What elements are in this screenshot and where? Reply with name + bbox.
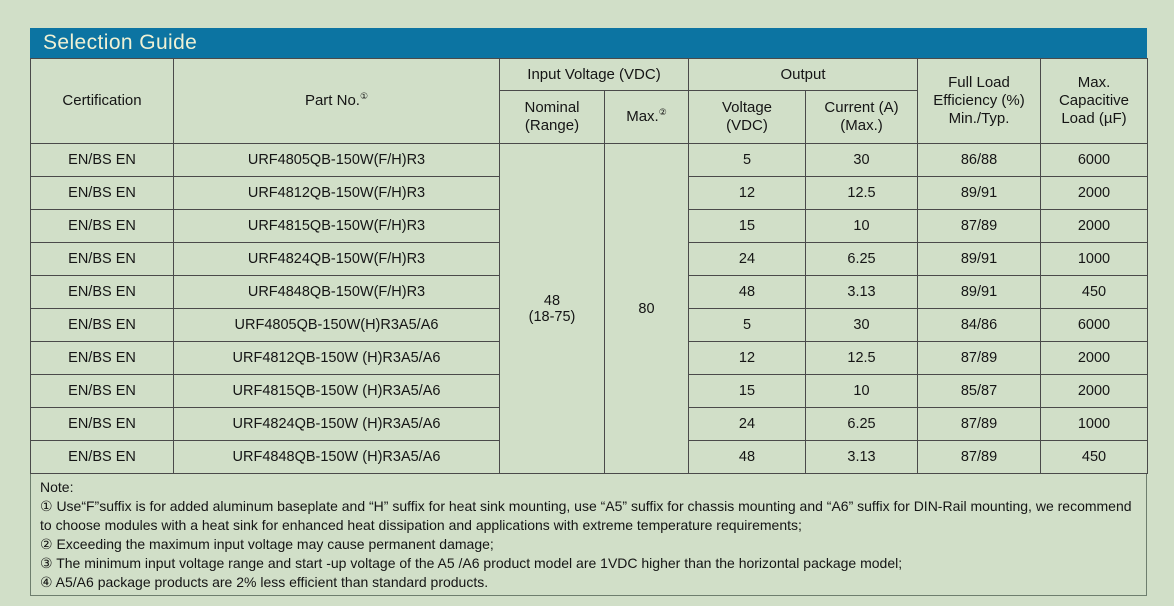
cell-cap-load: 2000 — [1040, 176, 1148, 210]
footnote-marker-1: ① — [359, 91, 369, 101]
cell-output-current: 6.25 — [805, 407, 918, 441]
cell-output-current: 30 — [805, 143, 918, 177]
cell-efficiency: 89/91 — [917, 242, 1041, 276]
cell-output-current: 12.5 — [805, 341, 918, 375]
cell-efficiency: 87/89 — [917, 341, 1041, 375]
cell-cap-load: 450 — [1040, 275, 1148, 309]
cell-part-no: URF4848QB-150W (H)R3A5/A6 — [173, 440, 500, 474]
cell-output-voltage: 15 — [688, 209, 806, 243]
note-item-3: ③ The minimum input voltage range and st… — [40, 555, 903, 571]
cell-certification: EN/BS EN — [30, 176, 174, 210]
header-cell-input-voltage: Input Voltage (VDC) — [499, 58, 689, 91]
cell-output-current: 6.25 — [805, 242, 918, 276]
cell-certification: EN/BS EN — [30, 143, 174, 177]
cell-output-voltage: 12 — [688, 341, 806, 375]
header-row-2: Nominal (Range) Max.② Voltage (VDC) Curr… — [31, 90, 1148, 144]
table-row: EN/BS EN URF4805QB-150W(H)R3A5/A6 5 30 8… — [30, 308, 1148, 342]
cell-certification: EN/BS EN — [30, 440, 174, 474]
selection-guide-table: Certification Part No.① Input Voltage (V… — [30, 58, 1148, 474]
cell-cap-load: 1000 — [1040, 242, 1148, 276]
cell-cap-load: 1000 — [1040, 407, 1148, 441]
cell-output-current: 10 — [805, 209, 918, 243]
cell-output-voltage: 5 — [688, 308, 806, 342]
cell-output-current: 30 — [805, 308, 918, 342]
cell-certification: EN/BS EN — [30, 275, 174, 309]
cell-cap-load: 6000 — [1040, 308, 1148, 342]
header-cell-nominal-range: Nominal (Range) — [499, 90, 605, 144]
header-cell-cap-load: Max. Capacitive Load (µF) — [1040, 58, 1148, 144]
note-item-4: ④ A5/A6 package products are 2% less eff… — [40, 574, 489, 590]
cell-output-voltage: 48 — [688, 440, 806, 474]
cell-cap-load: 2000 — [1040, 209, 1148, 243]
input-max-label: Max. — [626, 108, 659, 125]
cell-output-voltage: 24 — [688, 407, 806, 441]
header-cell-efficiency: Full Load Efficiency (%) Min./Typ. — [917, 58, 1041, 144]
table-row: EN/BS EN URF4848QB-150W(F/H)R3 48 3.13 8… — [30, 275, 1148, 309]
cell-part-no: URF4805QB-150W(H)R3A5/A6 — [173, 308, 500, 342]
cell-output-voltage: 24 — [688, 242, 806, 276]
selection-guide-panel: Selection Guide Certification Part No.① … — [30, 28, 1148, 597]
cell-certification: EN/BS EN — [30, 308, 174, 342]
footnote-marker-2: ② — [658, 107, 667, 117]
part-no-label: Part No. — [304, 92, 360, 109]
cell-efficiency: 85/87 — [917, 374, 1041, 408]
header-cell-input-max: Max.② — [604, 90, 689, 144]
cell-output-voltage: 12 — [688, 176, 806, 210]
cell-part-no: URF4812QB-150W(F/H)R3 — [173, 176, 500, 210]
header-cell-output-voltage: Voltage (VDC) — [688, 90, 806, 144]
table-row: EN/BS EN URF4848QB-150W (H)R3A5/A6 48 3.… — [30, 440, 1148, 474]
note-item-2: ② Exceeding the maximum input voltage ma… — [40, 536, 494, 552]
cell-certification: EN/BS EN — [30, 374, 174, 408]
cell-efficiency: 89/91 — [917, 275, 1041, 309]
cell-part-no: URF4815QB-150W(F/H)R3 — [173, 209, 500, 243]
cell-efficiency: 87/89 — [917, 440, 1041, 474]
cell-cap-load: 2000 — [1040, 374, 1148, 408]
notes-label: Note: — [40, 479, 74, 495]
cell-efficiency: 87/89 — [917, 209, 1041, 243]
cell-cap-load: 450 — [1040, 440, 1148, 474]
cell-output-voltage: 48 — [688, 275, 806, 309]
table-row: EN/BS EN URF4815QB-150W (H)R3A5/A6 15 10… — [30, 374, 1148, 408]
cell-efficiency: 84/86 — [917, 308, 1041, 342]
section-title: Selection Guide — [43, 31, 198, 54]
cell-output-voltage: 15 — [688, 374, 806, 408]
cell-certification: EN/BS EN — [30, 341, 174, 375]
table-row: EN/BS EN URF4824QB-150W (H)R3A5/A6 24 6.… — [30, 407, 1148, 441]
cell-cap-load: 6000 — [1040, 143, 1148, 177]
cell-input-nominal-range: 48 (18-75) — [499, 143, 605, 474]
section-title-bar: Selection Guide — [30, 28, 1147, 58]
cell-part-no: URF4815QB-150W (H)R3A5/A6 — [173, 374, 500, 408]
cell-output-current: 12.5 — [805, 176, 918, 210]
cell-part-no: URF4812QB-150W (H)R3A5/A6 — [173, 341, 500, 375]
cell-certification: EN/BS EN — [30, 407, 174, 441]
cell-input-max: 80 — [604, 143, 689, 474]
header-cell-certification: Certification — [30, 58, 174, 144]
cell-efficiency: 89/91 — [917, 176, 1041, 210]
table-row: EN/BS EN URF4815QB-150W(F/H)R3 15 10 87/… — [30, 209, 1148, 243]
cell-part-no: URF4848QB-150W(F/H)R3 — [173, 275, 500, 309]
notes-section: Note: ① Use“F”suffix is for added alumin… — [30, 474, 1147, 596]
note-item-1: ① Use“F”suffix is for added aluminum bas… — [40, 498, 1132, 533]
cell-part-no: URF4824QB-150W (H)R3A5/A6 — [173, 407, 500, 441]
cell-part-no: URF4805QB-150W(F/H)R3 — [173, 143, 500, 177]
cell-output-current: 10 — [805, 374, 918, 408]
cell-output-current: 3.13 — [805, 440, 918, 474]
cell-part-no: URF4824QB-150W(F/H)R3 — [173, 242, 500, 276]
header-row-1: Certification Part No.① Input Voltage (V… — [30, 58, 1148, 144]
cell-output-current: 3.13 — [805, 275, 918, 309]
header-cell-output: Output — [688, 58, 918, 91]
table-row: EN/BS EN URF4805QB-150W(F/H)R3 48 (18-75… — [30, 143, 1148, 474]
cell-efficiency: 86/88 — [917, 143, 1041, 177]
table-row: EN/BS EN URF4812QB-150W (H)R3A5/A6 12 12… — [30, 341, 1148, 375]
header-cell-output-current: Current (A) (Max.) — [805, 90, 918, 144]
cell-efficiency: 87/89 — [917, 407, 1041, 441]
header-cell-part-no: Part No.① — [173, 58, 500, 144]
cell-output-voltage: 5 — [688, 143, 806, 177]
cell-certification: EN/BS EN — [30, 209, 174, 243]
table-row: EN/BS EN URF4824QB-150W(F/H)R3 24 6.25 8… — [30, 242, 1148, 276]
cell-cap-load: 2000 — [1040, 341, 1148, 375]
cell-certification: EN/BS EN — [30, 242, 174, 276]
